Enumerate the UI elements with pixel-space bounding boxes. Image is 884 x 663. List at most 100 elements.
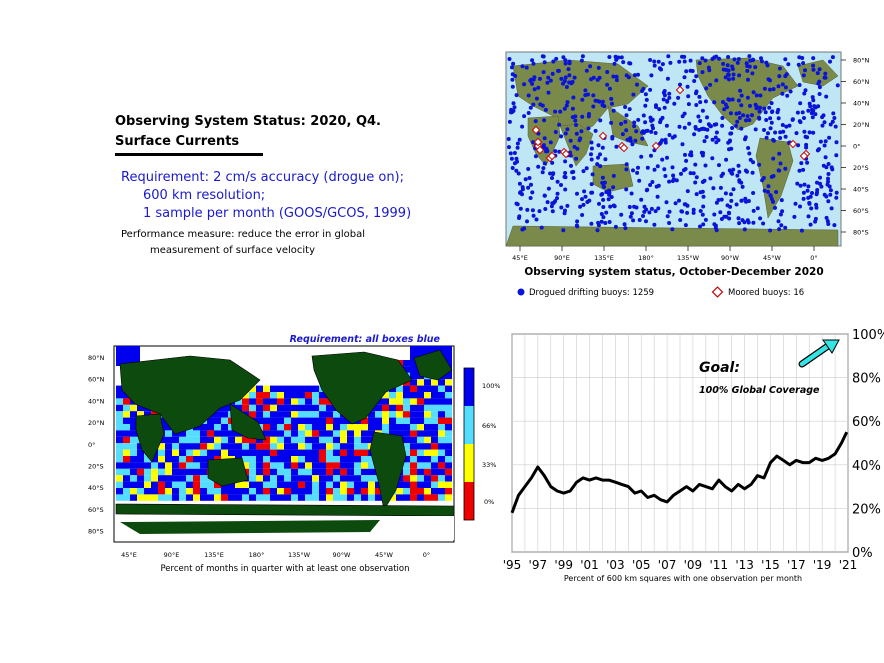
coverage-box — [207, 494, 214, 501]
coverage-box — [319, 417, 326, 424]
coverage-box — [361, 494, 368, 501]
coverage-box — [284, 392, 291, 399]
drifter-point — [721, 171, 725, 176]
coverage-box — [326, 436, 333, 444]
coverage-box — [130, 430, 137, 437]
coverage-box — [298, 411, 305, 418]
coverage-box — [249, 443, 256, 450]
drifter-point — [687, 121, 692, 126]
drifter-point — [584, 166, 589, 171]
drifter-point — [674, 178, 679, 183]
drifter-point — [735, 173, 740, 178]
drifter-point — [746, 199, 751, 203]
coverage-box — [193, 475, 200, 482]
drifter-point — [591, 93, 596, 98]
drifter-point — [510, 65, 514, 70]
drifter-point — [721, 67, 726, 72]
coverage-box — [179, 481, 186, 488]
drifter-point — [818, 139, 823, 144]
coverage-box — [305, 417, 312, 424]
drifter-point — [700, 108, 705, 113]
drifter-point — [827, 135, 832, 140]
coverage-box — [417, 443, 424, 450]
x-tick-label: '97 — [529, 558, 548, 572]
coverage-box — [445, 449, 452, 456]
drifter-point — [641, 130, 646, 135]
coverage-box — [137, 468, 144, 476]
coverage-box — [319, 462, 326, 469]
drifter-point — [539, 225, 544, 230]
drifter-point — [744, 118, 748, 123]
drifter-point — [506, 137, 511, 141]
drifter-point — [610, 101, 614, 106]
coverage-box — [361, 430, 368, 437]
coverage-box — [445, 404, 452, 412]
drifter-point — [579, 129, 584, 134]
drifter-point — [589, 182, 594, 187]
drifter-point — [797, 55, 802, 60]
coverage-box — [403, 488, 410, 495]
drifter-point — [551, 200, 556, 205]
drifter-point — [811, 130, 816, 135]
drifter-point — [534, 217, 539, 222]
coverage-box — [263, 398, 270, 405]
drifter-point — [601, 184, 606, 189]
colorbar-label-100: 100% — [482, 382, 500, 390]
coverage-box — [445, 436, 452, 444]
coverage-box — [242, 392, 249, 399]
drifter-point — [728, 131, 733, 136]
drifter-point — [589, 140, 594, 145]
lon-tick-label: 0° — [810, 254, 817, 262]
coverage-box — [249, 481, 256, 488]
coverage-box — [382, 424, 389, 431]
drifter-point — [822, 192, 827, 197]
drifter-point — [652, 222, 657, 227]
drifter-point — [721, 100, 725, 104]
drifter-point — [545, 200, 550, 205]
coverage-box — [424, 404, 431, 412]
drifter-point — [654, 184, 659, 189]
coverage-box — [123, 411, 130, 418]
drifter-point — [660, 157, 665, 162]
drifter-point — [580, 197, 584, 202]
coverage-box — [242, 481, 249, 488]
drifter-point — [726, 68, 731, 73]
lon-tick-label: 135°W — [677, 254, 700, 262]
coverage-box — [424, 436, 431, 444]
drifter-point — [658, 120, 663, 125]
x-tick-label: '15 — [761, 558, 780, 572]
drifter-point — [530, 208, 535, 213]
coverage-box — [382, 404, 389, 412]
drifter-point — [826, 179, 830, 184]
coverage-box — [417, 404, 424, 412]
drifter-point — [761, 221, 766, 226]
coverage-box — [116, 430, 123, 437]
drifter-point — [600, 175, 605, 180]
coverage-box — [396, 398, 403, 405]
coverage-box — [326, 404, 333, 412]
drifter-point — [657, 66, 662, 71]
drifter-point — [771, 199, 775, 204]
coverage-box — [284, 436, 291, 444]
coverage-box — [382, 398, 389, 405]
coverage-box — [207, 488, 214, 495]
coverage-box — [431, 449, 438, 456]
coverage-box — [319, 468, 326, 476]
coverage-box — [130, 417, 137, 424]
y-tick-label: 0% — [852, 546, 873, 561]
drifter-point — [790, 117, 795, 122]
drifter-point — [523, 177, 528, 182]
drifter-point — [520, 64, 525, 69]
drifter-point — [634, 129, 639, 134]
lon-tick-label: 90°W — [333, 551, 352, 559]
drifter-point — [655, 164, 660, 169]
drifter-point — [662, 93, 667, 98]
drifter-point — [587, 198, 592, 203]
coverage-box — [312, 424, 319, 431]
coverage-box — [116, 411, 123, 418]
coverage-box — [333, 468, 340, 476]
drifter-point — [721, 61, 726, 66]
coverage-box — [179, 449, 186, 456]
drifter-point — [701, 194, 706, 199]
drifter-point — [806, 184, 811, 189]
